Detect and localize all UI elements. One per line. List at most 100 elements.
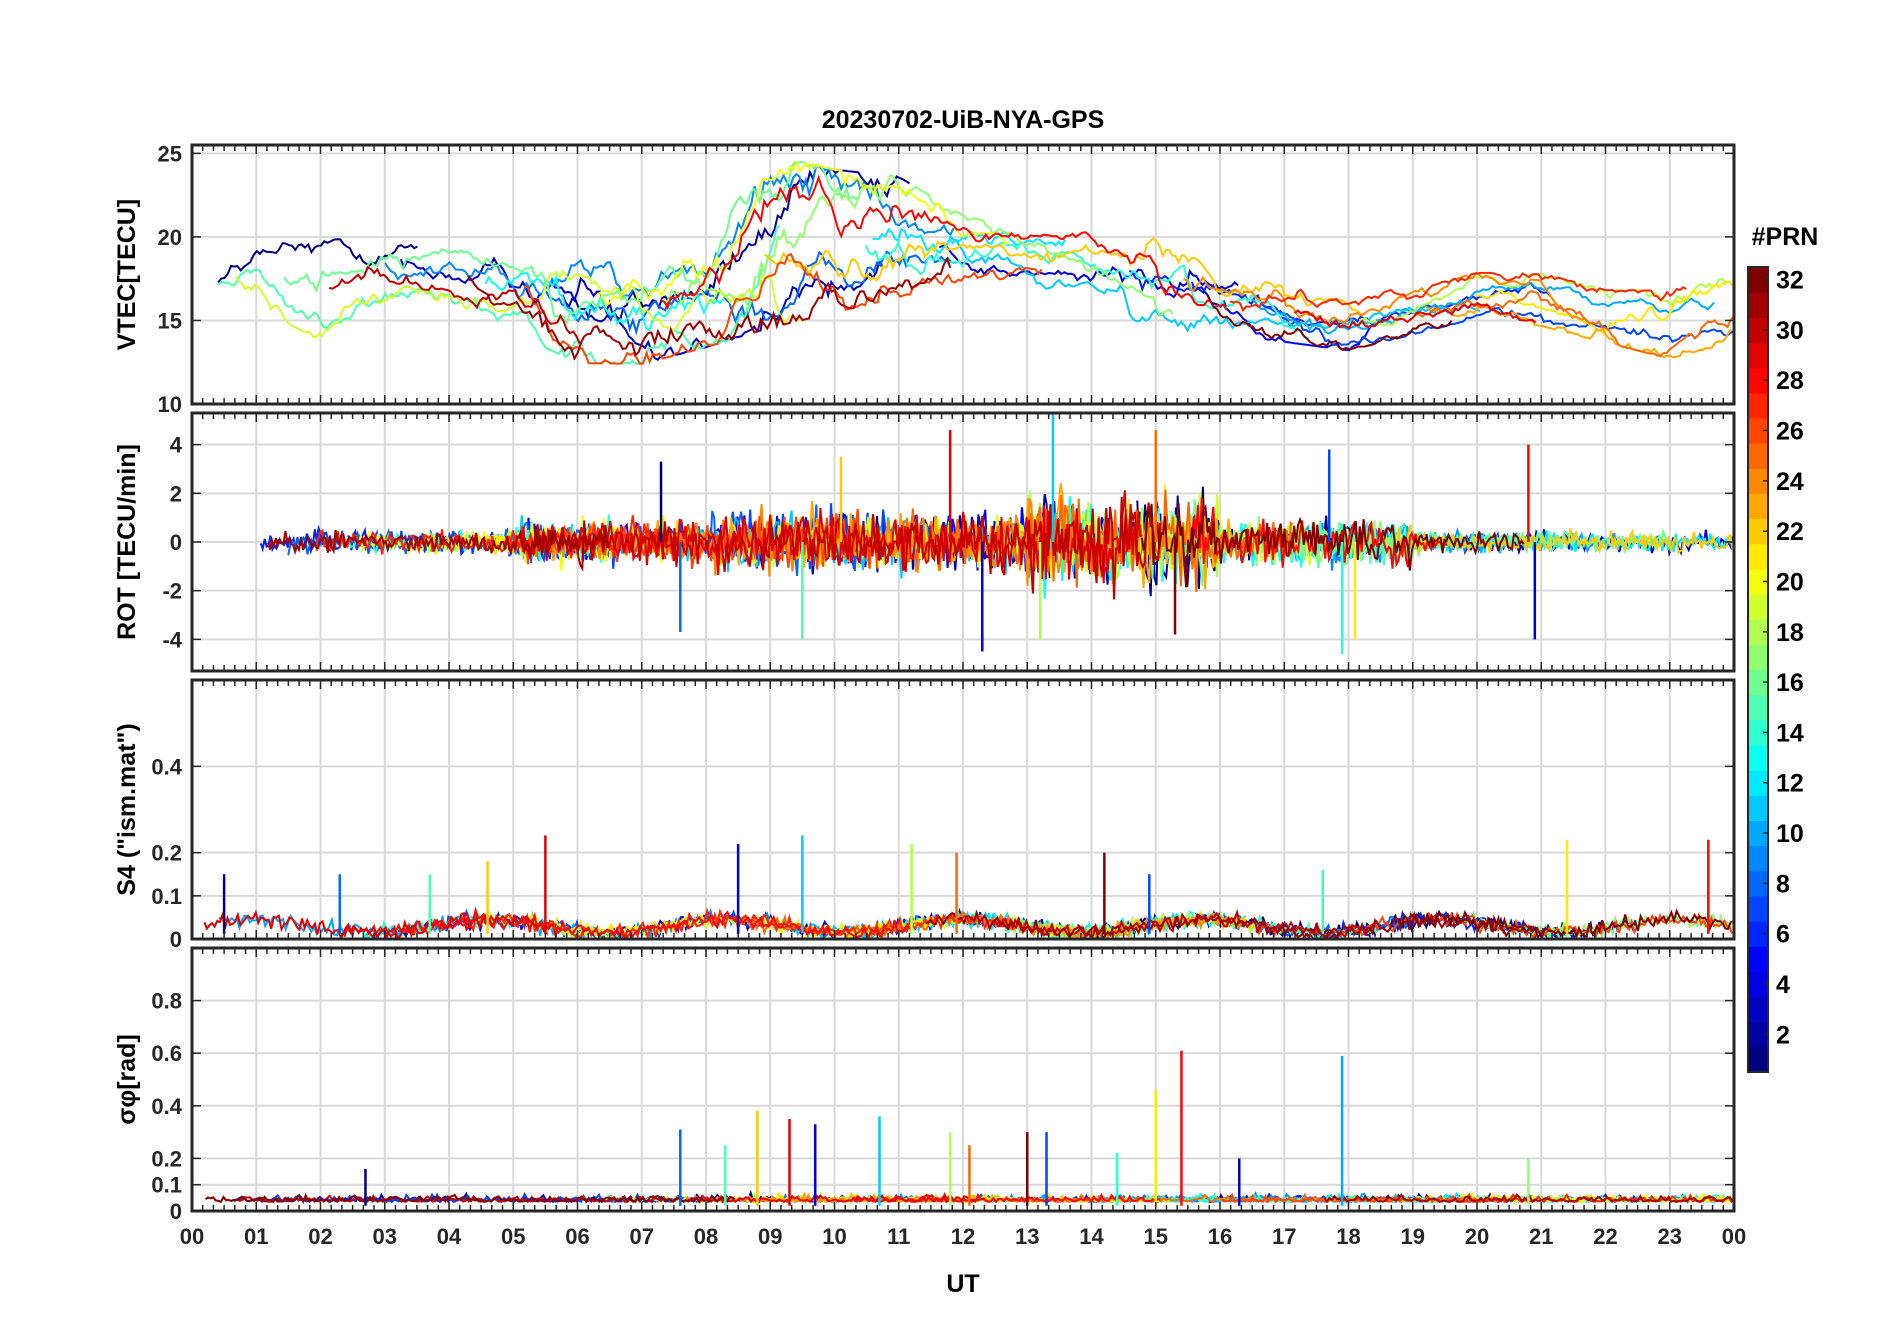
colorbar-band bbox=[1748, 946, 1768, 972]
series-prn-31-vtec bbox=[467, 256, 952, 361]
y-axis-label-s4: S4 ("ism.mat") bbox=[113, 723, 141, 895]
series-prn-28-vtec bbox=[660, 174, 1228, 311]
colorbar-band bbox=[1748, 292, 1768, 318]
colorbar-tick-label: 20 bbox=[1776, 568, 1804, 596]
panel-s4: 0 0.1 0.2 0.4 S4 ("ism.mat") bbox=[113, 678, 1736, 952]
colorbar-band bbox=[1748, 468, 1768, 495]
y-tick-label: 0 bbox=[170, 1199, 182, 1224]
colorbar-tick-label: 28 bbox=[1776, 367, 1804, 395]
series-prn-32-rot bbox=[1140, 502, 1525, 588]
series-prn-31-rot bbox=[267, 520, 609, 572]
colorbar-band bbox=[1748, 744, 1768, 771]
series-prn-8-vtec bbox=[545, 250, 958, 336]
colorbar-tick-label: 8 bbox=[1776, 870, 1790, 898]
colorbar-tick-label: 32 bbox=[1776, 267, 1804, 295]
colorbar-band bbox=[1748, 367, 1768, 394]
colorbar-band bbox=[1748, 719, 1768, 746]
y-tick-label: 10 bbox=[158, 392, 182, 417]
x-ticks-rot bbox=[191, 413, 1735, 671]
series-prn-20-vtec bbox=[596, 160, 1009, 307]
colorbar-tick-label: 30 bbox=[1776, 317, 1804, 345]
colorbar-title: #PRN bbox=[1752, 223, 1819, 251]
colorbar-band bbox=[1748, 619, 1768, 645]
panel-sigma_phi: 00.10.2 0.4 0.6 0.8 σφ[rad] bbox=[113, 946, 1736, 1224]
series-prn-31-s4 bbox=[924, 909, 1546, 939]
series-prn-29-vtec bbox=[1293, 302, 1537, 330]
colorbar-tick-label: 22 bbox=[1776, 518, 1804, 546]
y-tick-label: 2 bbox=[170, 481, 182, 506]
colorbar-band bbox=[1748, 770, 1768, 796]
colorbar-band bbox=[1748, 1046, 1768, 1073]
x-tick-label: 11 bbox=[887, 1224, 910, 1249]
x-tick-label: 15 bbox=[1144, 1224, 1168, 1249]
series-prn-26-s4 bbox=[1255, 910, 1733, 939]
series-prn-1-vtec bbox=[217, 238, 418, 283]
x-axis-label: UT bbox=[946, 1270, 979, 1298]
x-tick-label: 21 bbox=[1529, 1224, 1553, 1249]
y-tick-label: 4 bbox=[170, 433, 183, 458]
series-prn-29-sigma_phi bbox=[686, 1192, 985, 1204]
x-ticks-sigma_phi bbox=[191, 948, 1735, 1211]
panel-vtec: 10 15 20 25 VTEC[TECU] bbox=[113, 141, 1736, 417]
x-tick-label: 23 bbox=[1658, 1224, 1682, 1249]
series-prn-23-vtec bbox=[1425, 303, 1733, 359]
series-prn-10-vtec bbox=[1250, 281, 1715, 335]
colorbar-band bbox=[1748, 644, 1768, 671]
x-tick-label: 06 bbox=[565, 1224, 589, 1249]
y-tick-label: 0.1 bbox=[151, 884, 182, 909]
colorbar-band bbox=[1748, 669, 1768, 696]
y-tick-label: 20 bbox=[158, 225, 182, 250]
x-tick-label: 17 bbox=[1272, 1224, 1296, 1249]
colorbar-band bbox=[1748, 543, 1768, 570]
series-prn-5-vtec bbox=[1190, 281, 1389, 352]
y-tick-label: 0.4 bbox=[151, 1094, 182, 1119]
x-tick-label: 02 bbox=[308, 1224, 332, 1249]
y-tick-label: 0 bbox=[170, 530, 182, 555]
series-prn-32-sigma_phi bbox=[204, 1192, 736, 1204]
x-tick-label: 14 bbox=[1079, 1224, 1104, 1249]
colorbar-tick-label: 26 bbox=[1776, 418, 1804, 446]
y-tick-label: 25 bbox=[158, 141, 182, 166]
colorbar-tick-label: 6 bbox=[1776, 921, 1790, 949]
colorbar-tick-label: 12 bbox=[1776, 770, 1804, 798]
colorbar-tick-label: 24 bbox=[1776, 468, 1804, 496]
colorbar-band bbox=[1748, 870, 1768, 897]
colorbar-band bbox=[1748, 518, 1768, 545]
y-tick-label: 0.8 bbox=[151, 989, 182, 1014]
x-tick-label: 12 bbox=[951, 1224, 975, 1249]
colorbar-band bbox=[1748, 417, 1768, 444]
y-axis-label-rot: ROT [TECU/min] bbox=[113, 444, 141, 640]
series-prn-4-vtec bbox=[938, 244, 1239, 299]
series-prn-27-vtec bbox=[1229, 271, 1687, 313]
series-prn-17-vtec bbox=[661, 174, 1174, 318]
series-prn-32-vtec bbox=[1206, 294, 1453, 351]
series-prn-30-s4 bbox=[992, 908, 1375, 939]
colorbar-band bbox=[1748, 342, 1768, 369]
x-tick-label: 00 bbox=[180, 1224, 204, 1249]
series-prn-29-s4 bbox=[203, 909, 557, 939]
y-tick-label: 15 bbox=[158, 308, 182, 333]
series-prn-13-vtec bbox=[484, 271, 724, 332]
y-tick-label: 0 bbox=[170, 927, 182, 952]
x-tick-label: 05 bbox=[501, 1224, 525, 1249]
series-prn-22-rot bbox=[1396, 524, 1734, 557]
series-prn-27-rot bbox=[315, 515, 667, 560]
colorbar-tick-label: 2 bbox=[1776, 1021, 1790, 1049]
colorbar-frame bbox=[1747, 266, 1769, 1073]
x-tick-label: 08 bbox=[694, 1224, 718, 1249]
series-prn-24-vtec bbox=[1183, 271, 1586, 327]
y-tick-label: 0.1 bbox=[151, 1173, 182, 1198]
colorbar-band bbox=[1748, 921, 1768, 947]
series-prn-9-vtec bbox=[384, 164, 955, 301]
x-tick-label: 01 bbox=[244, 1224, 268, 1249]
colorbar-band bbox=[1748, 443, 1768, 469]
y-tick-label: 0.6 bbox=[151, 1041, 182, 1066]
series-group-vtec bbox=[217, 160, 1734, 365]
grid-s4 bbox=[192, 680, 1734, 940]
series-prn-16-vtec bbox=[283, 160, 860, 326]
series-group-rot bbox=[259, 413, 1734, 654]
series-group-s4 bbox=[203, 835, 1734, 939]
